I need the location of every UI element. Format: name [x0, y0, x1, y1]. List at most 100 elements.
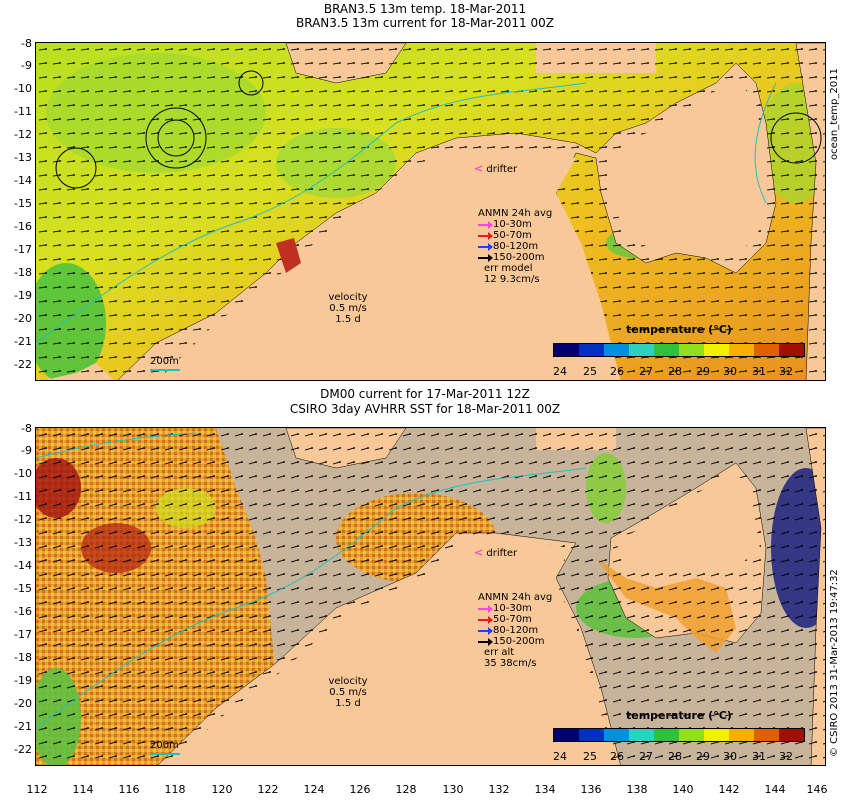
bottom-legend-title: ANMN 24h avg	[478, 592, 553, 603]
top-cbar-tick-3: 27	[639, 365, 653, 378]
xtick-6: 124	[303, 783, 325, 796]
bottom-cbar-tick-4: 28	[668, 750, 682, 763]
bottom-title-line2: CSIRO 3day AVHRR SST for 18-Mar-2011 00Z	[289, 402, 561, 416]
bottom-colorbar-title: temperature (°C)	[626, 709, 732, 722]
top-velocity-time: 1.5 d	[335, 314, 361, 325]
xtick-10: 132	[488, 783, 510, 796]
top-velocity-value: 0.5 m/s	[329, 303, 367, 314]
top-drifter: < drifter	[474, 162, 517, 175]
top-legend: ANMN 24h avg 10-30m 50-70m 80-120m 150-2…	[478, 208, 552, 285]
xtick-7: 126	[349, 783, 371, 796]
arrow-icon	[478, 231, 493, 240]
top-ytick-10: -18	[14, 266, 32, 279]
bottom-title-line1: DM00 current for 17-Mar-2011 12Z	[320, 387, 530, 401]
top-drifter-label: drifter	[486, 164, 518, 175]
xtick-14: 140	[672, 783, 694, 796]
top-cbar-tick-8: 32	[779, 365, 793, 378]
bottom-ytick-8: -16	[14, 605, 32, 618]
top-cbar-tick-1: 25	[583, 365, 597, 378]
bottom-cbar-tick-3: 27	[639, 750, 653, 763]
top-ytick-8: -16	[14, 220, 32, 233]
top-ytick-1: -9	[21, 59, 32, 72]
top-colorbar-title: temperature (°C)	[626, 323, 732, 336]
top-map-canvas	[36, 43, 825, 380]
top-ytick-11: -19	[14, 289, 32, 302]
bottom-velocity-value: 0.5 m/s	[329, 687, 367, 698]
xtick-8: 128	[395, 783, 417, 796]
bottom-cbar-tick-6: 30	[723, 750, 737, 763]
bottom-drifter: < drifter	[474, 546, 517, 559]
bottom-cbar-tick-2: 26	[610, 750, 624, 763]
top-legend-item-3: 150-200m	[478, 252, 552, 263]
top-ytick-9: -17	[14, 243, 32, 256]
bottom-map	[35, 427, 826, 766]
top-ytick-12: -20	[14, 312, 32, 325]
bottom-ytick-14: -22	[14, 743, 32, 756]
top-legend-item-0: 10-30m	[478, 219, 552, 230]
top-title-line2: BRAN3.5 13m current for 18-Mar-2011 00Z	[295, 16, 554, 30]
xtick-3: 118	[164, 783, 186, 796]
xtick-9: 130	[442, 783, 464, 796]
xtick-13: 138	[626, 783, 648, 796]
xtick-1: 114	[72, 783, 94, 796]
top-title-line1: BRAN3.5 13m temp. 18-Mar-2011	[323, 2, 527, 16]
top-err-value: 12 9.3cm/s	[484, 274, 540, 285]
top-cbar-tick-2: 26	[610, 365, 624, 378]
bottom-velocity-time: 1.5 d	[335, 698, 361, 709]
bottom-ytick-9: -17	[14, 628, 32, 641]
xtick-15: 142	[718, 783, 740, 796]
xtick-12: 136	[580, 783, 602, 796]
arrow-icon	[478, 253, 493, 262]
top-ytick-4: -12	[14, 128, 32, 141]
top-legend-item-label: 150-200m	[493, 252, 545, 263]
drifter-marker-icon: <	[474, 546, 484, 559]
top-ytick-7: -15	[14, 197, 32, 210]
top-legend-item-1: 50-70m	[478, 230, 552, 241]
bottom-legend-item-label: 50-70m	[493, 614, 532, 625]
bottom-legend-item-3: 150-200m	[478, 636, 552, 647]
bottom-legend-item-label: 80-120m	[493, 625, 539, 636]
arrow-icon	[478, 626, 493, 635]
top-map	[35, 42, 826, 381]
arrow-icon	[478, 242, 493, 251]
bottom-ytick-6: -14	[14, 559, 32, 572]
bottom-legend-item-0: 10-30m	[478, 603, 552, 614]
bottom-map-canvas	[36, 428, 825, 765]
bottom-cbar-tick-8: 32	[779, 750, 793, 763]
bottom-ytick-3: -11	[14, 490, 32, 503]
bottom-cbar-tick-1: 25	[583, 750, 597, 763]
bottom-ytick-1: -9	[21, 444, 32, 457]
bottom-ytick-10: -18	[14, 651, 32, 664]
top-cbar-tick-6: 30	[723, 365, 737, 378]
bottom-ytick-0: -8	[21, 422, 32, 435]
bottom-velocity-label: velocity	[328, 676, 368, 687]
bottom-ytick-12: -20	[14, 697, 32, 710]
top-legend-item-label: 80-120m	[493, 241, 539, 252]
bottom-cbar-tick-0: 24	[553, 750, 567, 763]
top-cbar-tick-7: 31	[752, 365, 766, 378]
bottom-legend-item-2: 80-120m	[478, 625, 552, 636]
top-ytick-5: -13	[14, 151, 32, 164]
top-ytick-14: -22	[14, 358, 32, 371]
bottom-cbar-tick-5: 29	[696, 750, 710, 763]
bottom-scale-label: 200m	[150, 740, 179, 751]
bottom-ytick-7: -15	[14, 582, 32, 595]
xtick-16: 144	[764, 783, 786, 796]
arrow-icon	[478, 604, 493, 613]
top-ytick-6: -14	[14, 174, 32, 187]
top-cbar-tick-5: 29	[696, 365, 710, 378]
top-scale-label: 200m	[150, 356, 179, 367]
bottom-legend: ANMN 24h avg 10-30m 50-70m 80-120m 150-2…	[478, 592, 552, 669]
bottom-ytick-11: -19	[14, 674, 32, 687]
top-ytick-0: -8	[21, 37, 32, 50]
xtick-4: 120	[211, 783, 233, 796]
top-ytick-13: -21	[14, 335, 32, 348]
top-side-label: ocean_temp_2011	[829, 68, 840, 160]
top-scale-line	[150, 369, 180, 371]
bottom-legend-item-label: 150-200m	[493, 636, 545, 647]
top-cbar-tick-0: 24	[553, 365, 567, 378]
top-colorbar	[553, 343, 805, 357]
bottom-cbar-tick-7: 31	[752, 750, 766, 763]
xtick-0: 112	[26, 783, 48, 796]
bottom-scale-line	[150, 753, 180, 755]
